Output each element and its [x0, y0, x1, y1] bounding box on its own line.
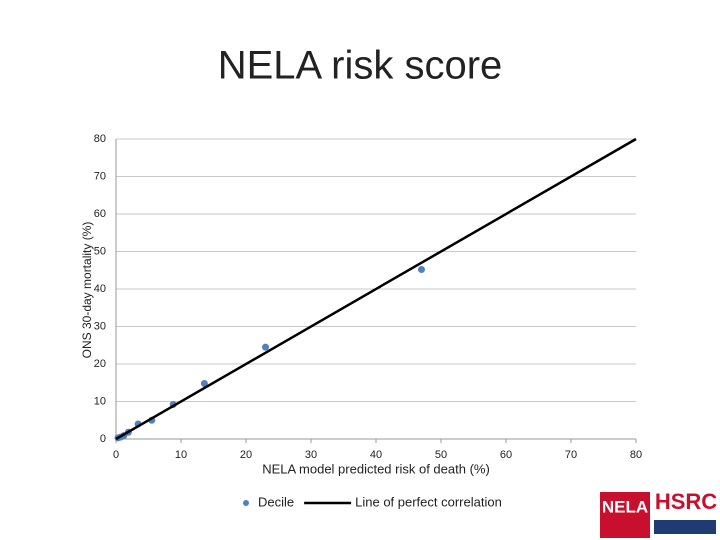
logo-box — [600, 492, 650, 538]
data-point — [200, 380, 208, 387]
y-tick-label: 70 — [94, 170, 106, 182]
y-tick-label: 10 — [94, 395, 106, 407]
x-tick-label: 20 — [240, 449, 252, 461]
legend-marker — [243, 500, 249, 506]
x-axis-label: NELA model predicted risk of death (%) — [262, 461, 490, 476]
x-tick-label: 70 — [565, 449, 577, 461]
y-tick-label: 0 — [100, 433, 106, 445]
y-axis-label: ONS 30-day mortality (%) — [80, 222, 94, 359]
chart-title: NELA risk score — [218, 44, 503, 88]
logo-bar — [654, 520, 716, 534]
data-point — [262, 343, 269, 351]
x-tick-label: 10 — [175, 449, 187, 461]
logo-text: HSRC — [655, 489, 717, 514]
logos: NELA HSRC — [600, 489, 717, 538]
y-tick-label: 60 — [94, 208, 106, 220]
correlation-line — [115, 137, 637, 441]
y-tick-label: 30 — [94, 320, 106, 332]
x-tick-label: 30 — [305, 449, 317, 461]
legend-label: Line of perfect correlation — [355, 494, 502, 509]
data-point — [418, 266, 425, 273]
x-tick-label: 50 — [435, 449, 447, 461]
logo-text: NELA — [602, 497, 648, 516]
y-tick-label: 20 — [94, 358, 106, 370]
x-tick-label: 60 — [500, 449, 512, 461]
x-tick-label: 0 — [113, 449, 119, 461]
y-tick-label: 80 — [94, 133, 106, 145]
x-tick-label: 80 — [630, 449, 642, 461]
legend-label: Decile — [258, 494, 294, 509]
y-tick-label: 50 — [94, 245, 106, 257]
y-tick-label: 40 — [94, 283, 106, 295]
x-tick-label: 40 — [370, 449, 382, 461]
